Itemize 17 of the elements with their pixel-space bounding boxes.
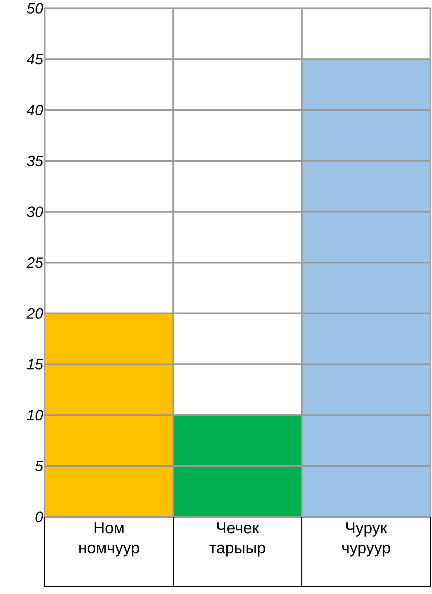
- y-tick-label: 15: [27, 359, 44, 370]
- x-tick-label: Чурук чуруур: [342, 522, 391, 557]
- y-tick-label: 10: [27, 410, 44, 421]
- y-tick-label: 50: [27, 3, 44, 14]
- y-tick-label: 20: [26, 308, 44, 319]
- bar: [302, 59, 431, 518]
- bar: [174, 415, 302, 518]
- x-tick-label: Чечек тарыыр: [210, 522, 266, 557]
- y-tick-label: 30: [27, 206, 44, 218]
- y-tick-label: 40: [27, 105, 44, 116]
- y-tick-label: 35: [27, 156, 44, 166]
- y-tick-label: 5: [36, 461, 44, 472]
- x-tick-label: Ном номчуур: [80, 522, 140, 557]
- bar: [45, 314, 174, 518]
- y-tick-label: 25: [26, 258, 44, 268]
- y-tick-label: 0: [36, 512, 44, 522]
- y-tick-label: 45: [27, 54, 44, 65]
